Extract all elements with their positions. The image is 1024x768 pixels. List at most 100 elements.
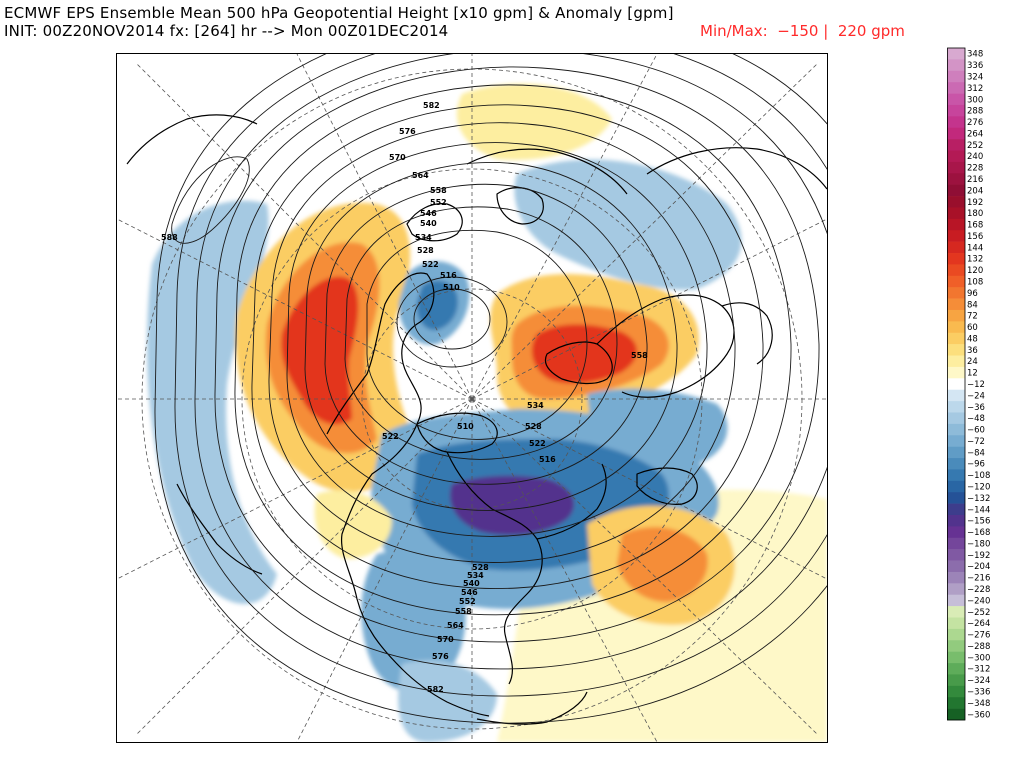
colorbar-swatch bbox=[947, 412, 965, 425]
contour-label: 564 bbox=[447, 621, 464, 630]
colorbar-tick-label: −60 bbox=[967, 426, 985, 436]
colorbar-tick-label: 48 bbox=[967, 334, 978, 344]
colorbar-swatch bbox=[947, 196, 965, 208]
colorbar-tick-label: −216 bbox=[967, 574, 990, 584]
colorbar-tick-label: −120 bbox=[967, 483, 990, 493]
contour-label: 540 bbox=[463, 579, 480, 588]
contour-label: 522 bbox=[422, 260, 439, 269]
colorbar-tick-label: −312 bbox=[967, 665, 990, 675]
colorbar-swatch bbox=[947, 264, 965, 277]
colorbar-swatch bbox=[947, 685, 965, 698]
colorbar-tick-label: 144 bbox=[967, 243, 983, 253]
colorbar-tick-label: −36 bbox=[967, 403, 985, 413]
colorbar-swatch bbox=[947, 321, 965, 334]
height-contours bbox=[154, 54, 827, 724]
contour-label: 534 bbox=[527, 401, 544, 410]
colorbar-swatch bbox=[947, 207, 965, 220]
colorbar-swatch bbox=[947, 309, 965, 322]
colorbar-tick-label: 300 bbox=[967, 95, 983, 105]
contour-label: 558 bbox=[455, 607, 472, 616]
colorbar-tick-label: −168 bbox=[967, 528, 990, 538]
colorbar-tick-label: −180 bbox=[967, 539, 990, 549]
colorbar-tick-label: −12 bbox=[967, 380, 985, 390]
colorbar-tick-label: −228 bbox=[967, 585, 990, 595]
colorbar-tick-label: −276 bbox=[967, 631, 990, 641]
contour-label: 516 bbox=[539, 455, 556, 464]
colorbar-swatch bbox=[947, 423, 965, 436]
colorbar-swatch bbox=[947, 571, 965, 584]
colorbar-tick-label: 252 bbox=[967, 141, 983, 151]
colorbar-swatch bbox=[947, 378, 965, 390]
colorbar-swatch bbox=[947, 275, 965, 288]
colorbar-tick-label: −156 bbox=[967, 517, 990, 527]
colorbar-swatch bbox=[947, 161, 965, 174]
colorbar-swatch bbox=[947, 184, 965, 197]
colorbar-swatch bbox=[947, 435, 965, 447]
colorbar-tick-label: 36 bbox=[967, 346, 978, 356]
chart-title: ECMWF EPS Ensemble Mean 500 hPa Geopoten… bbox=[4, 4, 674, 22]
colorbar-tick-label: 276 bbox=[967, 118, 983, 128]
contour-label: 582 bbox=[427, 685, 444, 694]
colorbar-tick-label: 84 bbox=[967, 300, 978, 310]
colorbar-swatch bbox=[947, 674, 965, 687]
contour-label: 510 bbox=[457, 422, 474, 431]
colorbar-tick-label: 108 bbox=[967, 277, 983, 287]
contour-label: 558 bbox=[430, 186, 447, 195]
init-forecast-line: INIT: 00Z20NOV2014 fx: [264] hr --> Mon … bbox=[4, 22, 449, 40]
contour-label: 576 bbox=[432, 652, 449, 661]
colorbar-swatch bbox=[947, 697, 965, 709]
colorbar-swatch bbox=[947, 298, 965, 311]
colorbar-swatch bbox=[947, 606, 965, 618]
colorbar-swatch bbox=[947, 708, 965, 721]
colorbar-tick-label: 228 bbox=[967, 164, 983, 174]
contour-label: 546 bbox=[461, 588, 478, 597]
colorbar-swatch bbox=[947, 59, 965, 72]
colorbar-tick-label: 192 bbox=[967, 198, 983, 208]
colorbar-tick-label: −348 bbox=[967, 699, 990, 709]
colorbar-tick-label: −84 bbox=[967, 448, 985, 458]
colorbar-swatch bbox=[947, 549, 965, 561]
colorbar-swatch bbox=[947, 469, 965, 482]
colorbar-tick-label: −204 bbox=[967, 562, 990, 572]
colorbar-tick-label: −264 bbox=[967, 619, 990, 629]
colorbar-swatch bbox=[947, 127, 965, 140]
colorbar-tick-label: 120 bbox=[967, 266, 983, 276]
colorbar-tick-label: 324 bbox=[967, 72, 983, 82]
colorbar-tick-label: −192 bbox=[967, 551, 990, 561]
colorbar-tick-label: 180 bbox=[967, 209, 983, 219]
colorbar-swatch bbox=[947, 70, 965, 83]
contour-label: 576 bbox=[399, 127, 416, 136]
colorbar-swatch bbox=[947, 514, 965, 527]
colorbar-tick-label: −324 bbox=[967, 676, 990, 686]
colorbar-tick-label: −360 bbox=[967, 710, 990, 720]
contour-label: 588 bbox=[161, 233, 178, 242]
colorbar-tick-label: 336 bbox=[967, 61, 983, 71]
colorbar-tick-label: 96 bbox=[967, 289, 978, 299]
colorbar-swatch bbox=[947, 617, 965, 630]
contour-label: 528 bbox=[417, 246, 434, 255]
contour-label: 528 bbox=[472, 563, 489, 572]
contour-label: 534 bbox=[467, 571, 484, 580]
colorbar-swatch bbox=[947, 104, 965, 117]
contour-label: 534 bbox=[415, 233, 432, 242]
contour-label: 510 bbox=[443, 283, 460, 292]
colorbar-swatch bbox=[947, 628, 965, 641]
colorbar-swatch bbox=[947, 287, 965, 299]
colorbar-tick-label: −252 bbox=[967, 608, 990, 618]
colorbar-tick-label: −336 bbox=[967, 688, 990, 698]
colorbar-tick-label: 204 bbox=[967, 186, 983, 196]
colorbar-swatch bbox=[947, 503, 965, 516]
colorbar-swatch bbox=[947, 594, 965, 607]
colorbar-tick-label: −288 bbox=[967, 642, 990, 652]
anomaly-shading bbox=[147, 83, 827, 742]
colorbar-swatch bbox=[947, 253, 965, 265]
colorbar-swatch bbox=[947, 526, 965, 539]
colorbar-swatch bbox=[947, 48, 965, 60]
contour-label: 522 bbox=[382, 432, 399, 441]
contour-label: 528 bbox=[525, 422, 542, 431]
colorbar-tick-label: 288 bbox=[967, 107, 983, 117]
colorbar-tick-label: 12 bbox=[967, 369, 978, 379]
colorbar-tick-label: 60 bbox=[967, 323, 978, 333]
colorbar-tick-label: −96 bbox=[967, 460, 985, 470]
colorbar-swatch bbox=[947, 173, 965, 185]
